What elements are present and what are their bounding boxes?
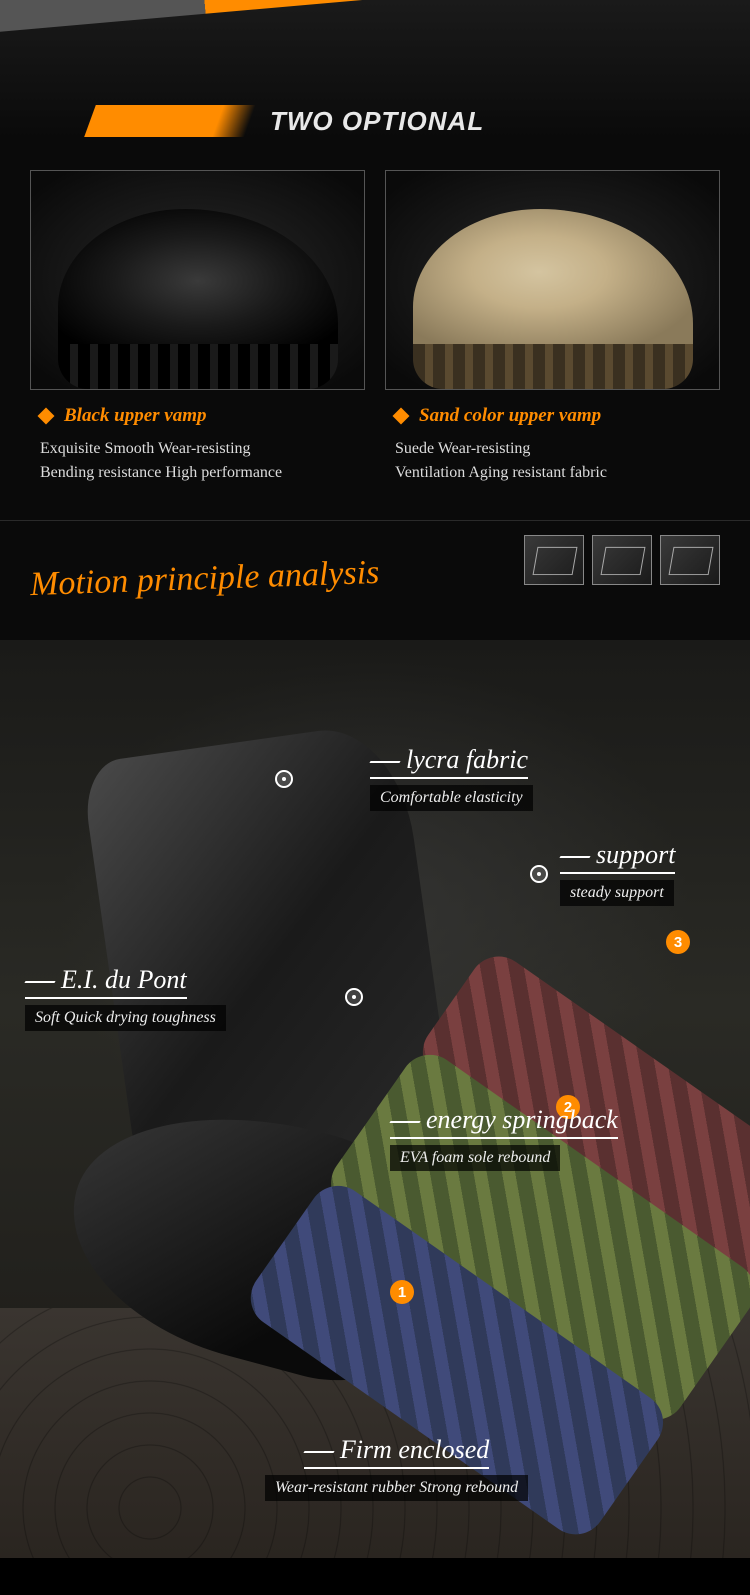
bullet-diamond-icon [393, 408, 410, 425]
divider [0, 520, 750, 521]
caption-title-text: Black upper vamp [64, 405, 207, 427]
callout-support: support steady support [560, 840, 675, 906]
mini-diagram-icon [524, 535, 584, 585]
caption-black: Black upper vamp Exquisite Smooth Wear-r… [40, 405, 365, 485]
callout-marker-icon [345, 988, 363, 1006]
desc-line: Bending resistance High performance [40, 461, 365, 485]
product-captions: Black upper vamp Exquisite Smooth Wear-r… [40, 405, 720, 485]
callout-energy: energy springback EVA foam sole rebound [390, 1105, 618, 1171]
caption-title-black: Black upper vamp [40, 405, 365, 427]
boot-image-black [58, 209, 338, 389]
callout-sub: EVA foam sole rebound [390, 1145, 560, 1171]
orange-diagonal-stripe [0, 0, 750, 36]
mini-diagram-icon [592, 535, 652, 585]
desc-line: Suede Wear-resisting [395, 437, 720, 461]
boot-image-sand [413, 209, 693, 389]
sole-badge-3: 3 [666, 930, 690, 954]
heading-text: TWO OPTIONAL [270, 106, 484, 137]
product-box-sand [385, 170, 720, 390]
product-image-row [30, 170, 720, 390]
bullet-diamond-icon [38, 408, 55, 425]
heading-accent-bar [84, 105, 256, 137]
callout-title: energy springback [390, 1105, 618, 1139]
callout-firm: Firm enclosed Wear-resistant rubber Stro… [265, 1435, 528, 1501]
callout-sub: Soft Quick drying toughness [25, 1005, 226, 1031]
callout-title: support [560, 840, 675, 874]
desc-line: Ventilation Aging resistant fabric [395, 461, 720, 485]
callout-marker-icon [275, 770, 293, 788]
desc-line: Exquisite Smooth Wear-resisting [40, 437, 365, 461]
section-heading-analysis: Motion principle analysis [29, 554, 380, 604]
callout-sub: steady support [560, 880, 674, 906]
caption-title-sand: Sand color upper vamp [395, 405, 720, 427]
boot-analysis-area: 3 2 1 lycra fabric Comfortable elasticit… [0, 640, 750, 1558]
sole-badge-1: 1 [390, 1280, 414, 1304]
product-infographic: TWO OPTIONAL Black upper vamp Exquisite … [0, 0, 750, 1558]
mini-diagram-icon [660, 535, 720, 585]
callout-lycra: lycra fabric Comfortable elasticity [370, 745, 533, 811]
callout-marker-icon [530, 865, 548, 883]
caption-sand: Sand color upper vamp Suede Wear-resisti… [395, 405, 720, 485]
caption-desc-sand: Suede Wear-resisting Ventilation Aging r… [395, 437, 720, 485]
product-box-black [30, 170, 365, 390]
callout-dupont: E.I. du Pont Soft Quick drying toughness [25, 965, 226, 1031]
analysis-mini-icons [524, 535, 720, 585]
callout-title: Firm enclosed [304, 1435, 489, 1469]
caption-desc-black: Exquisite Smooth Wear-resisting Bending … [40, 437, 365, 485]
callout-sub: Comfortable elasticity [370, 785, 533, 811]
caption-title-text: Sand color upper vamp [419, 405, 601, 427]
callout-sub: Wear-resistant rubber Strong rebound [265, 1475, 528, 1501]
callout-title: E.I. du Pont [25, 965, 187, 999]
callout-title: lycra fabric [370, 745, 528, 779]
section-heading-two-optional: TWO OPTIONAL [90, 105, 484, 137]
